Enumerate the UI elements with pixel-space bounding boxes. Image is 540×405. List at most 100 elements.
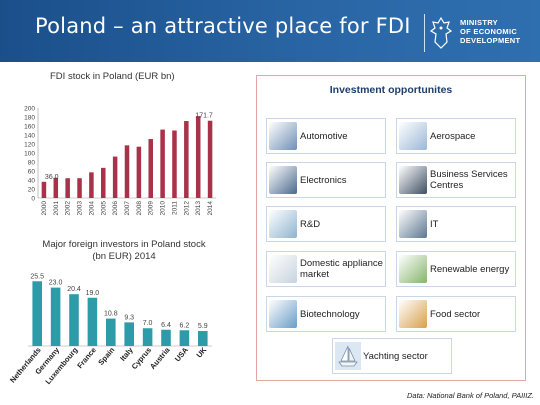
- opportunity-tile: Food sector: [396, 296, 516, 332]
- investors-data-label: 7.0: [143, 320, 153, 327]
- fdi-bar: [207, 120, 213, 198]
- wind-turbine-icon: [399, 255, 427, 283]
- investors-data-label: 19.0: [86, 290, 100, 297]
- lab-icon: [269, 210, 297, 238]
- investors-category-label: Austria: [148, 345, 172, 371]
- opportunity-tile: Biotechnology: [266, 296, 386, 332]
- dna-icon: [269, 300, 297, 328]
- opportunity-label: Electronics: [300, 174, 347, 186]
- investors-bar: [198, 331, 208, 346]
- investors-chart: 25.5Netherlands23.0Germany20.4Luxembourg…: [8, 273, 212, 386]
- fdi-bar: [160, 129, 165, 198]
- investors-category-label: USA: [173, 345, 190, 363]
- fdi-chart-title: FDI stock in Poland (EUR bn): [50, 71, 175, 82]
- yachting-label: Yachting sector: [363, 350, 428, 362]
- fdi-bar: [53, 177, 59, 198]
- investors-bar: [106, 318, 116, 346]
- fdi-x-tick-label: 2012: [183, 201, 190, 216]
- investors-bar: [87, 297, 98, 346]
- fdi-y-tick-label: 160: [24, 124, 35, 131]
- opportunity-label: Food sector: [430, 308, 481, 320]
- investment-panel: Investment opportunites: [256, 75, 526, 381]
- investors-bar: [124, 322, 134, 346]
- fdi-data-label: 36.0: [45, 174, 59, 181]
- opportunity-tile: Electronics: [266, 162, 386, 198]
- fdi-bar: [101, 167, 106, 198]
- fdi-bar: [184, 121, 189, 198]
- washing-machine-icon: [269, 255, 297, 283]
- car-icon: [269, 122, 297, 150]
- investors-data-label: 23.0: [49, 280, 63, 287]
- fdi-bar: [172, 130, 177, 198]
- fdi-bar: [77, 178, 82, 198]
- investors-bar: [161, 329, 171, 346]
- opportunity-tile: R&D: [266, 206, 386, 242]
- eagle-emblem-icon: [430, 16, 452, 49]
- fdi-y-tick-label: 60: [28, 169, 36, 176]
- fdi-y-tick-label: 120: [24, 142, 35, 149]
- investors-category-label: UK: [194, 345, 208, 360]
- fdi-y-tick-label: 20: [28, 187, 36, 194]
- fdi-x-tick-label: 2007: [124, 201, 131, 216]
- investors-data-label: 5.9: [198, 323, 208, 330]
- fdi-x-tick-label: 2009: [148, 201, 155, 216]
- fdi-x-tick-label: 2013: [195, 201, 202, 216]
- investors-bar: [179, 330, 190, 346]
- investors-category-label: Spain: [96, 345, 116, 367]
- ministry-logo-text: MINISTRY OF ECONOMIC DEVELOPMENT: [460, 18, 521, 45]
- opportunity-tile: Business Services Centres: [396, 162, 516, 198]
- investors-data-label: 25.5: [30, 273, 44, 280]
- fdi-x-tick-label: 2001: [53, 201, 60, 216]
- fdi-y-tick-label: 140: [24, 133, 35, 140]
- fdi-bar: [41, 181, 47, 198]
- fdi-x-tick-label: 2002: [65, 201, 72, 216]
- slide-header: Poland – an attractive place for FDI MIN…: [0, 0, 540, 62]
- airplane-icon: [399, 122, 427, 150]
- opportunity-yachting: Yachting sector: [332, 338, 452, 374]
- fdi-x-tick-label: 2004: [88, 201, 95, 216]
- opportunity-tile: Aerospace: [396, 118, 516, 154]
- fdi-bar: [195, 116, 201, 198]
- food-icon: [399, 300, 427, 328]
- opportunity-label: Domestic appliance market: [300, 258, 383, 280]
- header-divider: [424, 14, 425, 52]
- fdi-y-tick-label: 100: [24, 151, 35, 158]
- investors-bar: [69, 294, 79, 346]
- investors-data-label: 6.2: [180, 322, 190, 329]
- monitor-icon: [269, 166, 297, 194]
- fdi-bar: [112, 156, 118, 198]
- office-worker-icon: [399, 166, 427, 194]
- investors-data-label: 9.3: [124, 314, 134, 321]
- opportunity-label: IT: [430, 218, 439, 230]
- opportunity-tile: Automotive: [266, 118, 386, 154]
- opportunity-label: Renewable energy: [430, 263, 510, 275]
- fdi-bar: [136, 146, 142, 198]
- fdi-x-tick-label: 2006: [112, 201, 119, 216]
- fdi-x-tick-label: 2003: [77, 201, 84, 216]
- opportunity-tile: Domestic appliance market: [266, 251, 386, 287]
- opportunity-label: Aerospace: [430, 130, 476, 142]
- data-source: Data: National Bank of Poland, PAIIIZ.: [406, 391, 534, 400]
- laptop-icon: [399, 210, 427, 238]
- fdi-y-tick-label: 80: [28, 160, 36, 167]
- fdi-x-tick-label: 2014: [207, 201, 214, 216]
- investors-data-label: 6.4: [161, 322, 171, 329]
- opportunity-tile: Renewable energy: [396, 251, 516, 287]
- fdi-x-tick-label: 2005: [100, 201, 107, 216]
- fdi-data-label: 171.7: [195, 113, 213, 120]
- yacht-icon: [335, 342, 361, 370]
- fdi-y-tick-label: 200: [24, 106, 35, 113]
- opportunity-label: Automotive: [300, 130, 348, 142]
- fdi-x-tick-label: 2010: [160, 201, 167, 216]
- fdi-bar: [65, 178, 70, 198]
- investors-chart-title: Major foreign investors in Poland stock …: [42, 239, 206, 262]
- fdi-x-tick-label: 2008: [136, 201, 143, 216]
- investors-category-label: Italy: [118, 345, 135, 363]
- fdi-x-tick-label: 2011: [171, 201, 178, 215]
- investors-bar: [142, 328, 153, 346]
- slide-title: Poland – an attractive place for FDI: [35, 14, 411, 38]
- fdi-stock-chart: 0 20 40 60 80 100 120 140 160 180 200 2000 2001 2002 2…: [24, 106, 216, 216]
- opportunity-tile: IT: [396, 206, 516, 242]
- fdi-bar: [89, 172, 94, 198]
- opportunity-label: Biotechnology: [300, 308, 360, 320]
